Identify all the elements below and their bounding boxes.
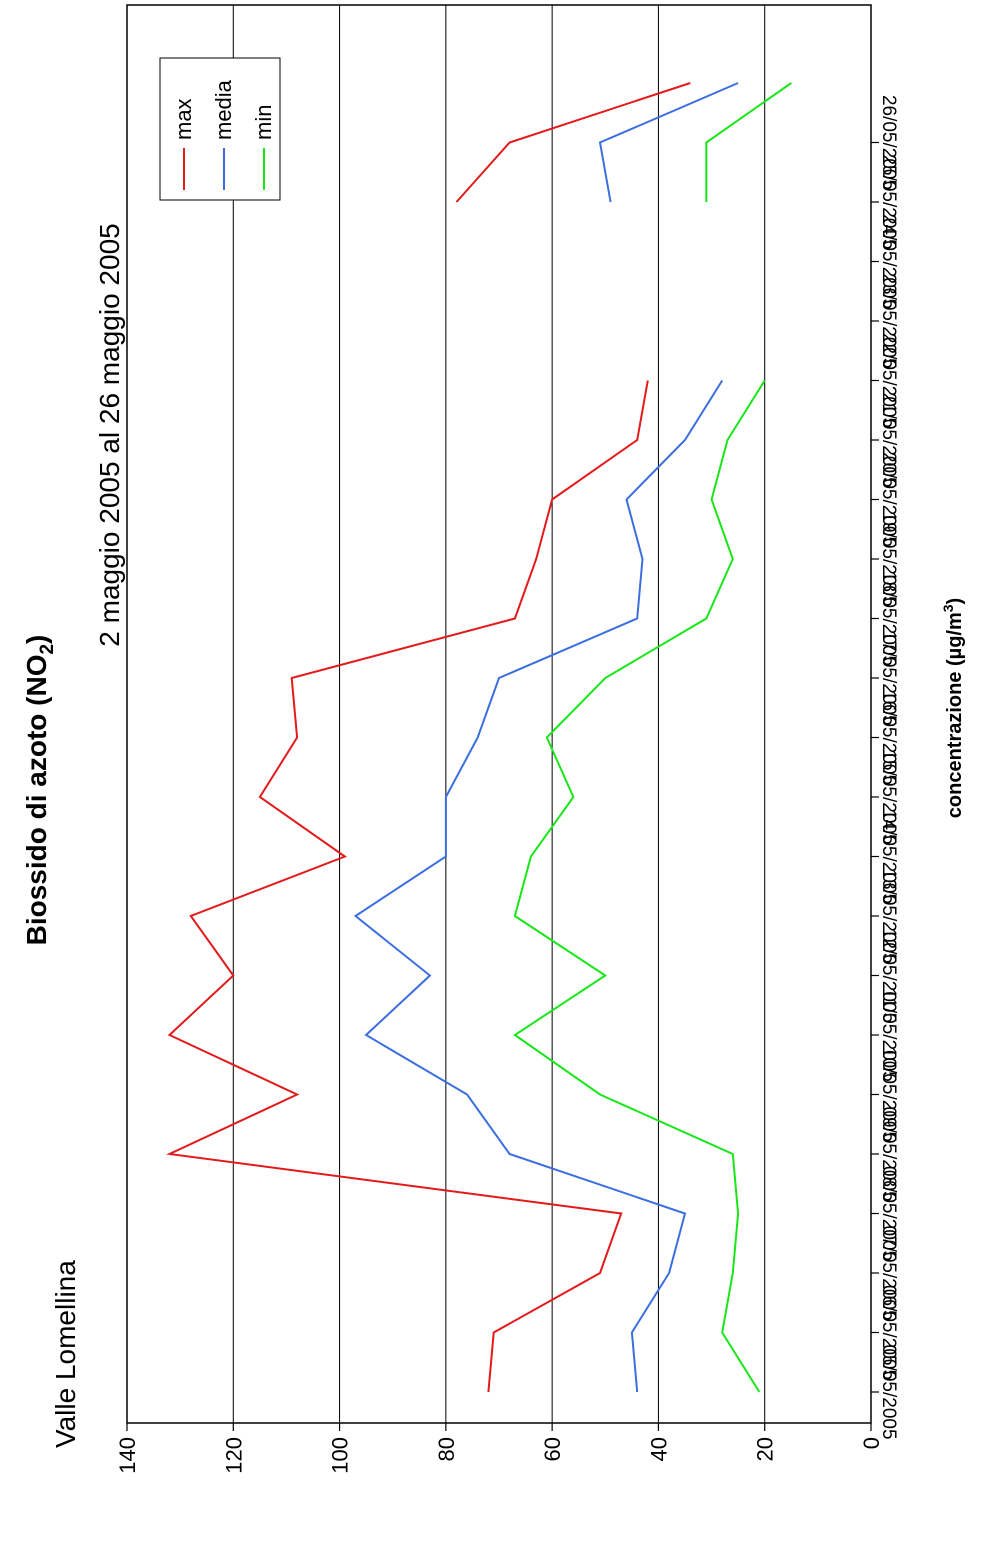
x-tick-label: 12/05/2005	[878, 928, 899, 1023]
series-line-max	[455, 82, 691, 203]
series-line-media	[353, 379, 724, 1393]
x-tick-label: 22/05/2005	[878, 333, 899, 428]
series-line-min	[513, 379, 766, 1393]
chart-subtitle: 2 maggio 2005 al 26 maggio 2005	[94, 223, 125, 646]
series-lines	[165, 82, 792, 1393]
x-tick-label: 20/05/2005	[878, 452, 899, 547]
series-line-media	[598, 82, 739, 203]
x-tick-label: 05/05/2005	[878, 1344, 899, 1439]
legend: max media min	[159, 57, 281, 201]
x-tick-label: 25/05/2005	[878, 154, 899, 249]
chart-title-main: Biossido di azoto (NO	[21, 655, 52, 946]
x-tick-label: 24/05/2005	[878, 214, 899, 309]
grid-lines	[232, 5, 766, 1423]
legend-label-max: max	[171, 98, 196, 140]
location-label: Valle Lomellina	[50, 1260, 81, 1448]
x-tick-label: 07/05/2005	[878, 1225, 899, 1320]
y-tick-label: 20	[753, 1437, 778, 1461]
x-tick-label: 15/05/2005	[878, 749, 899, 844]
x-tick-label: 23/05/2005	[878, 273, 899, 368]
legend-label-media: media	[211, 79, 236, 140]
y-tick-label: 60	[540, 1437, 565, 1461]
x-tick-label: 26/05/2005	[878, 95, 899, 190]
x-tick-label: 21/05/2005	[878, 392, 899, 487]
chart-title-close: )	[21, 635, 52, 644]
x-tick-label: 18/05/2005	[878, 571, 899, 666]
y-axis-label-close: )	[944, 598, 966, 605]
x-axis-ticks: 05/05/200506/05/200507/05/200508/05/2005…	[871, 95, 899, 1440]
y-tick-label: 40	[646, 1437, 671, 1461]
x-tick-label: 19/05/2005	[878, 511, 899, 606]
y-tick-label: 120	[221, 1437, 246, 1474]
plot-area-frame	[126, 4, 872, 1424]
legend-box	[159, 57, 281, 201]
x-tick-label: 06/05/2005	[878, 1285, 899, 1380]
y-tick-label: 0	[859, 1437, 884, 1449]
x-tick-label: 11/05/2005	[878, 988, 899, 1082]
y-axis-label-superscript: 3	[940, 604, 956, 612]
y-axis-ticks: 0 20 40 60 80 100 120 140	[115, 1423, 884, 1474]
legend-label-min: min	[251, 105, 276, 140]
y-tick-label: 80	[434, 1437, 459, 1461]
chart-title: Biossido di azoto (NO2)	[21, 635, 58, 946]
x-tick-label: 13/05/2005	[878, 868, 899, 963]
chart-title-subscript: 2	[37, 644, 58, 655]
y-tick-label: 100	[328, 1437, 353, 1474]
x-tick-label: 14/05/2005	[878, 809, 899, 904]
y-tick-label: 140	[115, 1437, 140, 1474]
x-tick-label: 17/05/2005	[878, 630, 899, 725]
series-line-min	[705, 82, 792, 202]
x-tick-label: 08/05/2005	[878, 1166, 899, 1261]
x-tick-label: 16/05/2005	[878, 690, 899, 785]
y-axis-label-main: concentrazione (µg/m	[944, 612, 966, 818]
series-line-max	[165, 380, 649, 1393]
y-axis-label: concentrazione (µg/m3)	[940, 598, 966, 818]
x-tick-label: 10/05/2005	[878, 1047, 899, 1142]
x-tick-label: 09/05/2005	[878, 1106, 899, 1201]
